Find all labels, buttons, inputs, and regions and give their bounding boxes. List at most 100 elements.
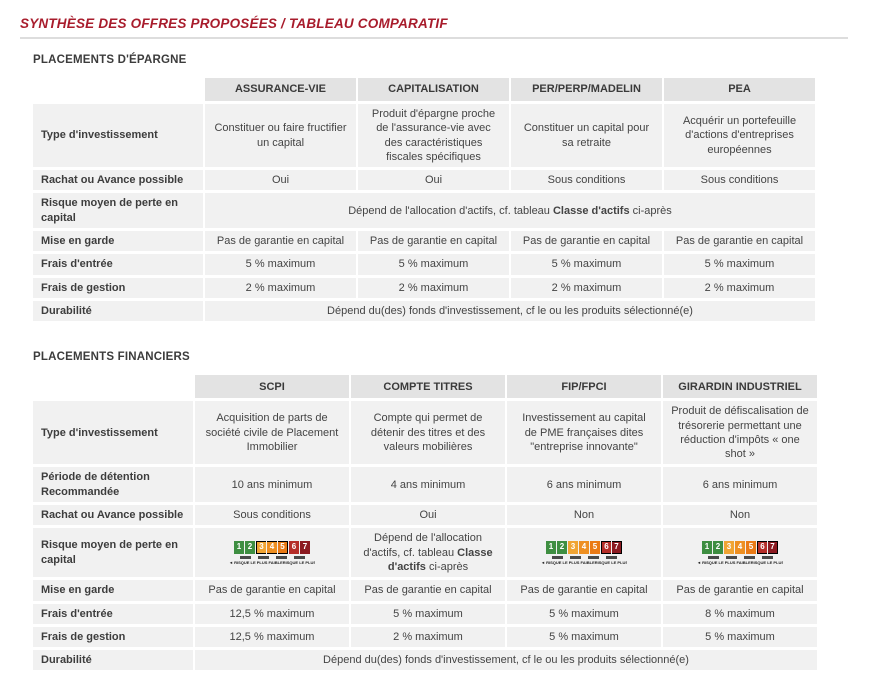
row-label: Rachat ou Avance possible (33, 170, 203, 191)
row-durabilite: Durabilité Dépend du(des) fonds d'invest… (33, 650, 817, 671)
risque-text-bold: Classe d'actifs (387, 546, 493, 573)
cell: Compte qui permet de détenir des titres … (351, 401, 505, 465)
row-type-investissement: Type d'investissement Constituer ou fair… (33, 104, 815, 168)
cell-span-durabilite: Dépend du(des) fonds d'investissement, c… (195, 650, 817, 671)
cell: 4 ans minimum (351, 467, 505, 503)
row-mise-en-garde: Mise en garde Pas de garantie en capital… (33, 580, 817, 601)
corner-cell (33, 375, 193, 398)
risk-high-label: RISQUE LE PLUS ÉLEVÉ ► (282, 560, 315, 565)
col-header-scpi: SCPI (195, 375, 349, 399)
risque-text-post: ci-après (425, 560, 469, 573)
risque-text-post: ci-après (629, 204, 672, 217)
row-label: Frais d'entrée (33, 603, 193, 624)
cell: Non (663, 505, 817, 526)
row-label: Risque moyen de perte en capital (33, 528, 193, 578)
risque-text-bold: Classe d'actifs (552, 204, 630, 217)
cell: Produit de défiscalisation de trésorerie… (663, 401, 817, 465)
risk-high-label: RISQUE LE PLUS ÉLEVÉ ► (750, 560, 783, 565)
header-row: SCPI COMPTE TITRES FIP/FPCI GIRARDIN IND… (33, 375, 817, 399)
risk-low-label: ◄ RISQUE LE PLUS FAIBLE (697, 560, 751, 565)
row-label: Risque moyen de perte en capital (33, 193, 203, 229)
cell: 2 % maximum (664, 277, 815, 298)
cell: 5 % maximum (511, 254, 662, 275)
row-label: Type d'investissement (33, 104, 203, 168)
cell: 10 ans minimum (195, 467, 349, 503)
arrow-left-icon: ◄ (229, 560, 233, 565)
corner-cell (33, 78, 203, 101)
risk-profile-ticks (697, 555, 783, 559)
cell: 5 % maximum (663, 626, 817, 648)
arrow-left-icon: ◄ (541, 560, 545, 565)
row-type-investissement: Type d'investissement Acquisition de par… (33, 401, 817, 465)
cell: 12,5 % maximum (195, 603, 349, 624)
cell: Pas de garantie en capital (663, 580, 817, 601)
row-label: Mise en garde (33, 580, 193, 601)
cell: Constituer ou faire fructifier un capita… (205, 104, 356, 168)
row-frais-entree: Frais d'entrée 12,5 % maximum 5 % maximu… (33, 603, 817, 624)
cell: 12,5 % maximum (195, 626, 349, 648)
cell: Oui (358, 170, 509, 191)
cell: Constituer un capital pour sa retraite (511, 104, 662, 168)
risk-high-label: RISQUE LE PLUS ÉLEVÉ ► (594, 560, 627, 565)
row-label: Durabilité (33, 650, 193, 671)
cell: Oui (205, 170, 356, 191)
table-placements-financiers: SCPI COMPTE TITRES FIP/FPCI GIRARDIN IND… (31, 372, 819, 673)
cell: 5 % maximum (507, 603, 661, 624)
cell: Sous conditions (195, 505, 349, 526)
row-label: Frais de gestion (33, 277, 203, 298)
title-underline (20, 37, 848, 39)
cell-span-risque: Dépend de l'allocation d'actifs, cf. tab… (205, 193, 815, 229)
risque-text-pre: Dépend de l'allocation d'actifs, cf. tab… (363, 532, 482, 559)
risk-profile-ticks (541, 555, 627, 559)
cell: 5 % maximum (664, 254, 815, 275)
cell: 6 ans minimum (507, 467, 661, 503)
risk-low-label: ◄ RISQUE LE PLUS FAIBLE (229, 560, 283, 565)
arrow-left-icon: ◄ (697, 560, 701, 565)
cell: Sous conditions (511, 170, 662, 191)
row-risque: Risque moyen de perte en capital Dépend … (33, 193, 815, 229)
row-label: Rachat ou Avance possible (33, 505, 193, 526)
col-header-assurance-vie: ASSURANCE-VIE (205, 78, 356, 101)
cell: 5 % maximum (205, 254, 356, 275)
cell: 5 % maximum (351, 603, 505, 624)
risk-low-label: ◄ RISQUE LE PLUS FAIBLE (541, 560, 595, 565)
header-row: ASSURANCE-VIE CAPITALISATION PER/PERP/MA… (33, 78, 815, 101)
row-label: Type d'investissement (33, 401, 193, 465)
col-header-girardin: GIRARDIN INDUSTRIEL (663, 375, 817, 399)
col-header-per-perp-madelin: PER/PERP/MADELIN (511, 78, 662, 101)
cell: Pas de garantie en capital (664, 231, 815, 252)
cell: Pas de garantie en capital (358, 231, 509, 252)
page-title: SYNTHÈSE DES OFFRES PROPOSÉES / TABLEAU … (20, 16, 448, 31)
table-placements-epargne: ASSURANCE-VIE CAPITALISATION PER/PERP/MA… (31, 75, 817, 324)
row-label: Durabilité (33, 300, 203, 322)
cell: Acquérir un portefeuille d'actions d'ent… (664, 104, 815, 168)
cell: Produit d'épargne proche de l'assurance-… (358, 104, 509, 168)
cell: Pas de garantie en capital (507, 580, 661, 601)
row-label: Frais d'entrée (33, 254, 203, 275)
col-header-pea: PEA (664, 78, 815, 101)
cell: 2 % maximum (511, 277, 662, 298)
row-frais-gestion: Frais de gestion 2 % maximum 2 % maximum… (33, 277, 815, 298)
row-label: Frais de gestion (33, 626, 193, 648)
row-mise-en-garde: Mise en garde Pas de garantie en capital… (33, 231, 815, 252)
cell: Pas de garantie en capital (511, 231, 662, 252)
cell: Acquisition de parts de société civile d… (195, 401, 349, 465)
section-title-financiers: PLACEMENTS FINANCIERS (33, 351, 190, 364)
risque-text-pre: Dépend de l'allocation d'actifs, cf. tab… (348, 204, 553, 217)
row-durabilite: Durabilité Dépend du(des) fonds d'invest… (33, 300, 815, 322)
cell-span-durabilite: Dépend du(des) fonds d'investissement, c… (205, 300, 815, 322)
cell: Non (507, 505, 661, 526)
row-rachat: Rachat ou Avance possible Oui Oui Sous c… (33, 170, 815, 191)
cell: Pas de garantie en capital (351, 580, 505, 601)
col-header-compte-titres: COMPTE TITRES (351, 375, 505, 399)
cell: 5 % maximum (507, 626, 661, 648)
cell: 2 % maximum (205, 277, 356, 298)
